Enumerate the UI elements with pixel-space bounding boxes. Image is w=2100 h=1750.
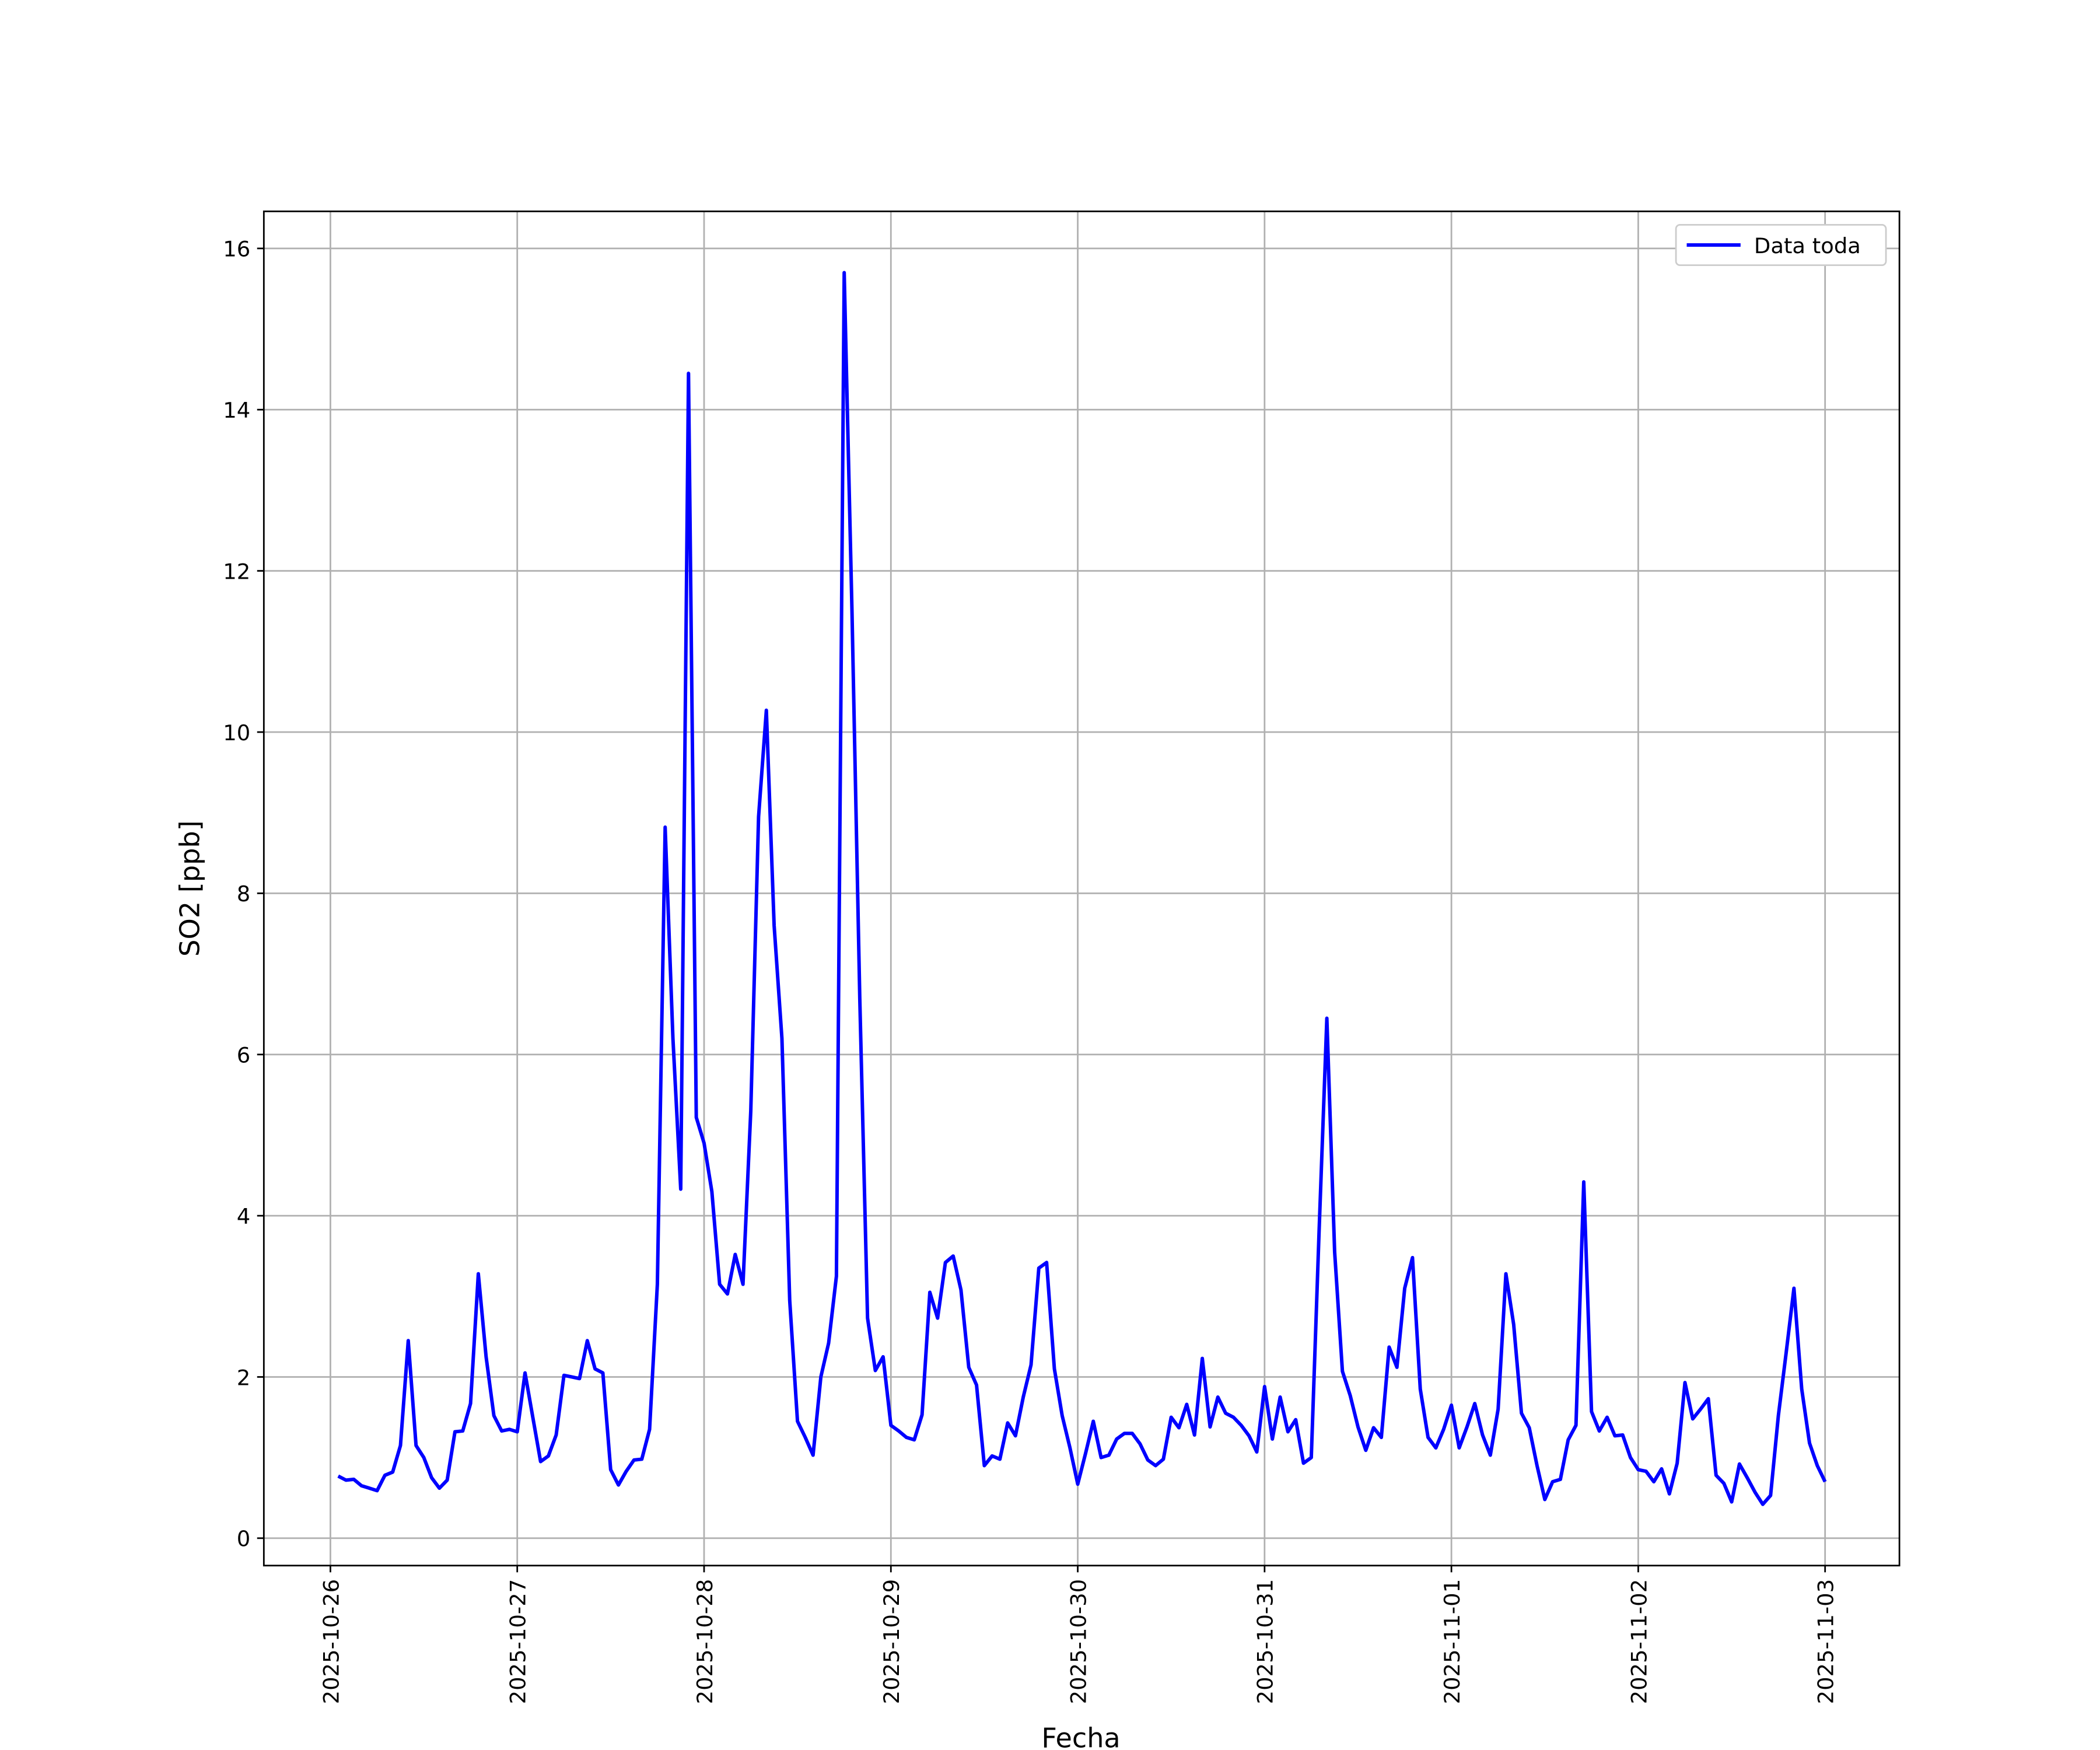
y-tick-label: 16 — [223, 237, 250, 262]
x-tick-label: 2025-10-29 — [879, 1579, 904, 1704]
x-tick-label: 2025-11-03 — [1814, 1579, 1839, 1704]
x-axis-label: Fecha — [1041, 1722, 1120, 1750]
y-tick-label: 0 — [237, 1527, 250, 1552]
x-tick-label: 2025-10-30 — [1066, 1579, 1091, 1704]
x-tick-label: 2025-11-01 — [1440, 1579, 1465, 1704]
y-tick-label: 2 — [237, 1365, 250, 1390]
y-tick-label: 8 — [237, 881, 250, 907]
legend-box — [1675, 223, 1887, 266]
legend: Data toda — [1675, 223, 1887, 266]
y-tick-label: 6 — [237, 1043, 250, 1068]
data-line — [337, 271, 1827, 1506]
x-tick-label: 2025-10-27 — [506, 1579, 531, 1704]
x-tick-label: 2025-10-26 — [318, 1579, 344, 1704]
y-tick-label: 14 — [223, 398, 250, 423]
x-tick-label: 2025-10-28 — [692, 1579, 718, 1704]
y-axis-label: SO2 [ppb] — [174, 820, 206, 957]
y-tick-label: 4 — [237, 1204, 250, 1229]
y-tick-label: 10 — [223, 720, 250, 746]
y-tick-label: 12 — [223, 559, 250, 584]
plot-frame — [262, 210, 1901, 1567]
x-tick-label: 2025-11-02 — [1626, 1579, 1651, 1704]
x-tick-label: 2025-10-31 — [1253, 1579, 1278, 1704]
legend-label: Data toda — [1754, 233, 1861, 258]
